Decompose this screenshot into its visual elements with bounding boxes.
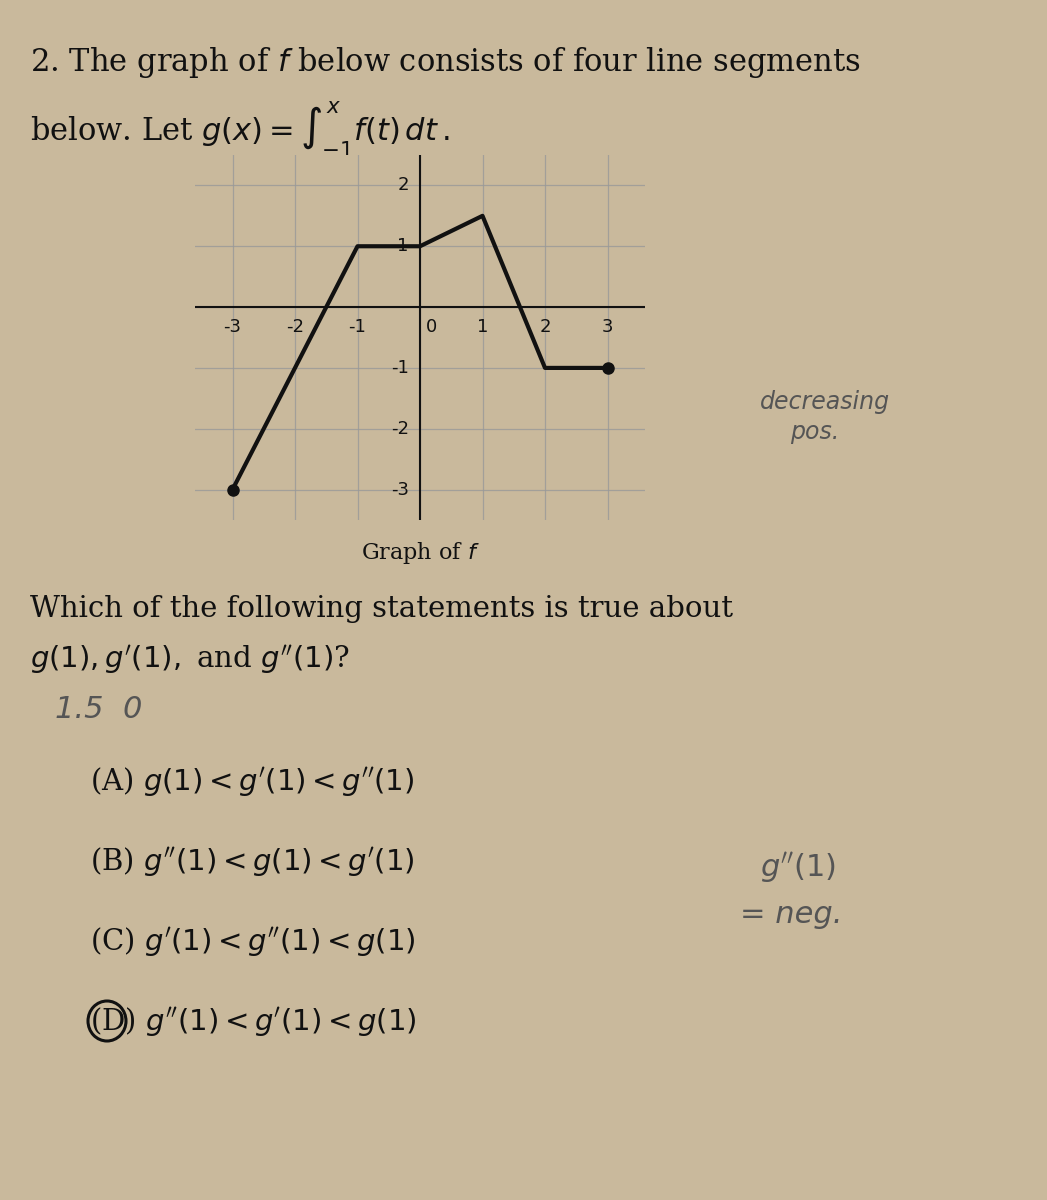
Text: (A) $g(1) < g'(1) < g''(1)$: (A) $g(1) < g'(1) < g''(1)$ bbox=[90, 766, 415, 798]
Text: 1: 1 bbox=[476, 318, 488, 336]
Text: (B) $g''(1) < g(1) < g'(1)$: (B) $g''(1) < g(1) < g'(1)$ bbox=[90, 845, 415, 878]
Text: Which of the following statements is true about: Which of the following statements is tru… bbox=[30, 595, 733, 623]
Text: -3: -3 bbox=[223, 318, 242, 336]
Text: 2. The graph of $f$ below consists of four line segments: 2. The graph of $f$ below consists of fo… bbox=[30, 44, 861, 80]
Text: -3: -3 bbox=[391, 480, 408, 498]
Text: decreasing: decreasing bbox=[760, 390, 890, 414]
Text: -2: -2 bbox=[391, 420, 408, 438]
Text: = neg.: = neg. bbox=[740, 900, 843, 929]
Text: 3: 3 bbox=[602, 318, 614, 336]
Text: 2: 2 bbox=[397, 176, 408, 194]
Text: -1: -1 bbox=[391, 359, 408, 377]
Text: $g(1), g'(1),$ and $g''(1)$?: $g(1), g'(1),$ and $g''(1)$? bbox=[30, 643, 350, 676]
Text: 2: 2 bbox=[539, 318, 551, 336]
Text: 1: 1 bbox=[398, 238, 408, 256]
Text: -2: -2 bbox=[286, 318, 304, 336]
Text: $g''(1)$: $g''(1)$ bbox=[760, 850, 836, 886]
Text: below. Let $g(x) = \int_{-1}^{x} f(t)\,dt\,.$: below. Let $g(x) = \int_{-1}^{x} f(t)\,d… bbox=[30, 100, 449, 160]
Text: 0: 0 bbox=[426, 318, 437, 336]
Text: Graph of $f$: Graph of $f$ bbox=[360, 540, 480, 566]
Text: pos.: pos. bbox=[790, 420, 840, 444]
Text: 1.5  0: 1.5 0 bbox=[55, 695, 142, 724]
Text: (D) $g''(1) < g'(1) < g(1)$: (D) $g''(1) < g'(1) < g(1)$ bbox=[90, 1006, 417, 1038]
Text: -1: -1 bbox=[349, 318, 366, 336]
Text: (C) $g'(1) < g''(1) < g(1)$: (C) $g'(1) < g''(1) < g(1)$ bbox=[90, 925, 416, 958]
